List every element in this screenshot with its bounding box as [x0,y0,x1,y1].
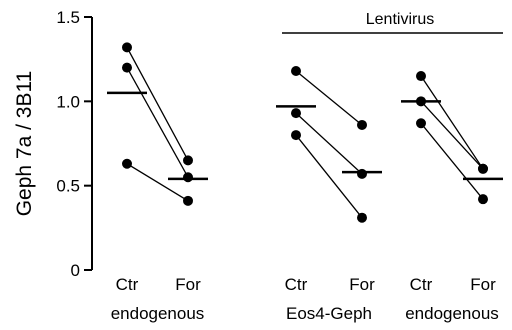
y-tick-label: 1.5 [56,8,80,27]
data-point [357,168,367,179]
pair-line [420,75,484,170]
labels: Ctr For endogenous Ctr For Eos4-Geph Ctr For end… [111,275,499,323]
condition-label: For [175,275,201,294]
condition-label: For [470,275,496,294]
data-point [357,119,367,130]
y-axis-label: Geph 7a / 3B11 [13,71,36,217]
data-layer [107,42,503,223]
group-label: endogenous [111,304,205,323]
condition-label: Ctr [285,275,308,294]
y-tick-label: 1.0 [56,92,80,111]
pair-line [420,100,484,170]
group-label: endogenous [405,304,499,323]
data-point [183,155,193,166]
pair-line [295,134,363,219]
data-point [291,130,301,141]
data-point [416,118,426,129]
data-point [291,108,301,119]
data-point [183,172,193,183]
pair-line [126,47,189,161]
axes: 0 0.5 1.0 1.5 Geph 7a / 3B11 [13,8,93,280]
pair-line [126,163,189,202]
data-point [357,212,367,223]
data-point [122,62,132,73]
y-tick-label: 0 [71,261,80,280]
condition-label: Ctr [116,275,139,294]
pair-line [295,112,363,175]
y-tick-label: 0.5 [56,177,80,196]
data-point [122,158,132,169]
pair-line [126,67,189,178]
bracket-label: Lentivirus [366,11,434,28]
data-point [478,163,488,174]
data-point [122,42,132,53]
data-point [478,194,488,205]
group-label: Eos4-Geph [286,304,372,323]
pair-line [420,122,484,200]
data-point [291,65,301,76]
condition-label: Ctr [410,275,433,294]
data-point [416,71,426,82]
pair-line [295,70,363,126]
data-point [183,195,193,206]
condition-label: For [349,275,375,294]
lentivirus-bracket: Lentivirus [282,11,503,34]
